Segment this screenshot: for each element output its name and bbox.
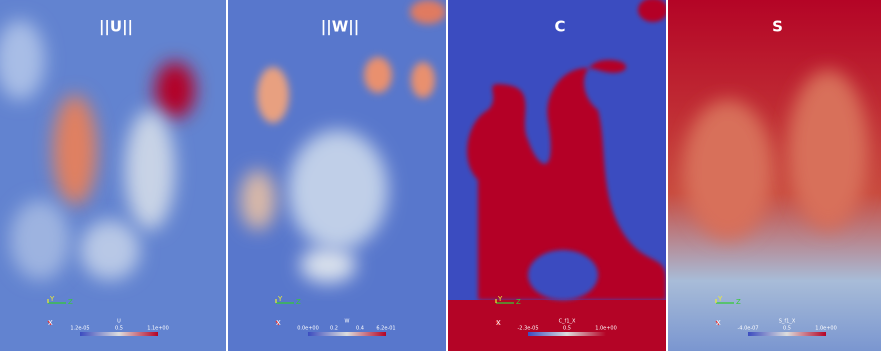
field <box>683 70 868 240</box>
field <box>0 20 195 280</box>
axis-label: X <box>48 319 53 327</box>
panel-title: C <box>554 18 565 36</box>
field-feature <box>410 0 446 24</box>
field-feature <box>528 250 598 300</box>
colorbar-title: W <box>345 319 350 325</box>
axis-arrow <box>495 320 500 326</box>
axis-label: Y <box>277 295 283 303</box>
panel: S Y Z X S_f1_X -4.0e-07 0.5 1.0e+00 <box>668 0 881 351</box>
panel-title: S <box>772 18 783 36</box>
colorbar-label: 0.5 <box>115 326 123 332</box>
axis-arrow <box>47 320 52 326</box>
field-feature <box>155 62 195 118</box>
field-feature <box>80 220 140 280</box>
field-feature <box>467 60 666 300</box>
colorbar-title: C_f1_X <box>559 319 576 325</box>
colorbar-label: 0.2 <box>330 326 338 332</box>
colorbar-label: 0.5 <box>783 326 791 332</box>
field-feature <box>300 247 356 283</box>
axis-label: Z <box>516 298 521 306</box>
panel-title: ||W|| <box>321 18 359 37</box>
axis-label: X <box>276 319 281 327</box>
field-feature <box>0 20 45 100</box>
field-feature <box>683 100 773 240</box>
axis-label: Y <box>497 295 503 303</box>
field <box>448 0 668 351</box>
panel-title: ||U|| <box>99 18 133 37</box>
axis-label: X <box>716 319 721 327</box>
field-feature <box>638 0 668 22</box>
colorbar-title: U <box>117 319 121 325</box>
panel: ||U|| Y Z X U 1.2e-05 0.5 1.1e+00 <box>0 0 228 351</box>
field-feature <box>257 67 289 123</box>
field-feature <box>411 62 435 98</box>
colorbar-label: 0.4 <box>356 326 364 332</box>
field-feature <box>53 95 97 205</box>
field-feature <box>448 300 666 351</box>
colorbar-label: 1.0e+00 <box>595 326 617 332</box>
panel: C Y Z X C_f1_X -2.3e-05 0.5 1.0e+00 <box>448 0 668 351</box>
field-feature <box>125 110 175 230</box>
field-feature <box>240 170 276 230</box>
field-feature <box>788 70 868 230</box>
field <box>240 0 446 283</box>
axis-arrow <box>715 320 720 326</box>
colorbar <box>308 332 386 336</box>
axis-label: Y <box>49 295 55 303</box>
axis-arrow <box>275 320 280 326</box>
colorbar-label: 0.5 <box>563 326 571 332</box>
axis-label: X <box>496 319 501 327</box>
field-feature <box>288 130 388 250</box>
colorbar <box>748 332 826 336</box>
field-feature <box>364 57 392 93</box>
colorbar-label: 1.1e+00 <box>147 326 169 332</box>
colorbar-label: 1.2e-05 <box>70 326 89 332</box>
field-feature <box>10 200 70 280</box>
axis-label: Y <box>717 295 723 303</box>
panel: ||W|| Y Z X W 0.0e+00 0.2 0.4 6.2e-01 <box>228 0 448 351</box>
colorbar-label: 6.2e-01 <box>376 326 395 332</box>
colorbar <box>528 332 606 336</box>
axis-label: Z <box>296 298 301 306</box>
axis-label: Z <box>68 298 73 306</box>
colorbar <box>80 332 158 336</box>
colorbar-label: 1.0e+00 <box>815 326 837 332</box>
colorbar-label: 0.0e+00 <box>297 326 319 332</box>
colorbar-label: -4.0e-07 <box>738 326 759 332</box>
colorbar-label: -2.3e-05 <box>518 326 539 332</box>
colorbar-title: S_f1_X <box>779 319 796 325</box>
axis-label: Z <box>736 298 741 306</box>
